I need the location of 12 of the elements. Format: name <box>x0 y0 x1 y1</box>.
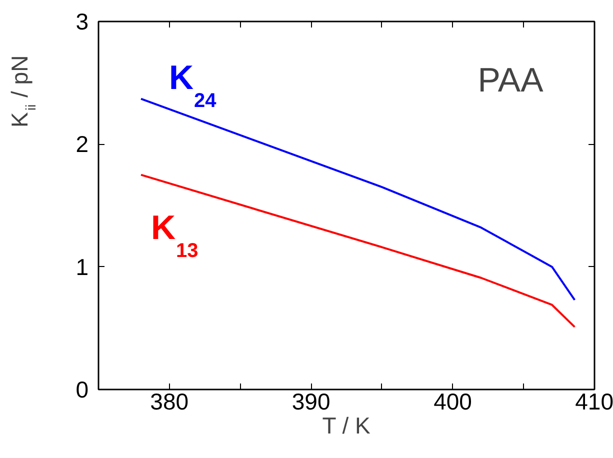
x-tick-label: 410 <box>575 388 613 414</box>
y-tick-label: 0 <box>76 376 89 402</box>
x-axis-title: T / K <box>322 412 372 438</box>
y-axis-title: Kii / pN <box>6 55 38 128</box>
y-tick-label: 3 <box>76 8 89 34</box>
line-series <box>140 174 576 328</box>
x-tick-label: 400 <box>434 388 472 414</box>
y-tick-label: 1 <box>76 254 89 280</box>
y-tick-label: 2 <box>76 131 89 158</box>
annotation: PAA <box>478 62 544 100</box>
x-tick-label: 380 <box>150 388 189 414</box>
x-tick-label: 390 <box>292 388 330 414</box>
